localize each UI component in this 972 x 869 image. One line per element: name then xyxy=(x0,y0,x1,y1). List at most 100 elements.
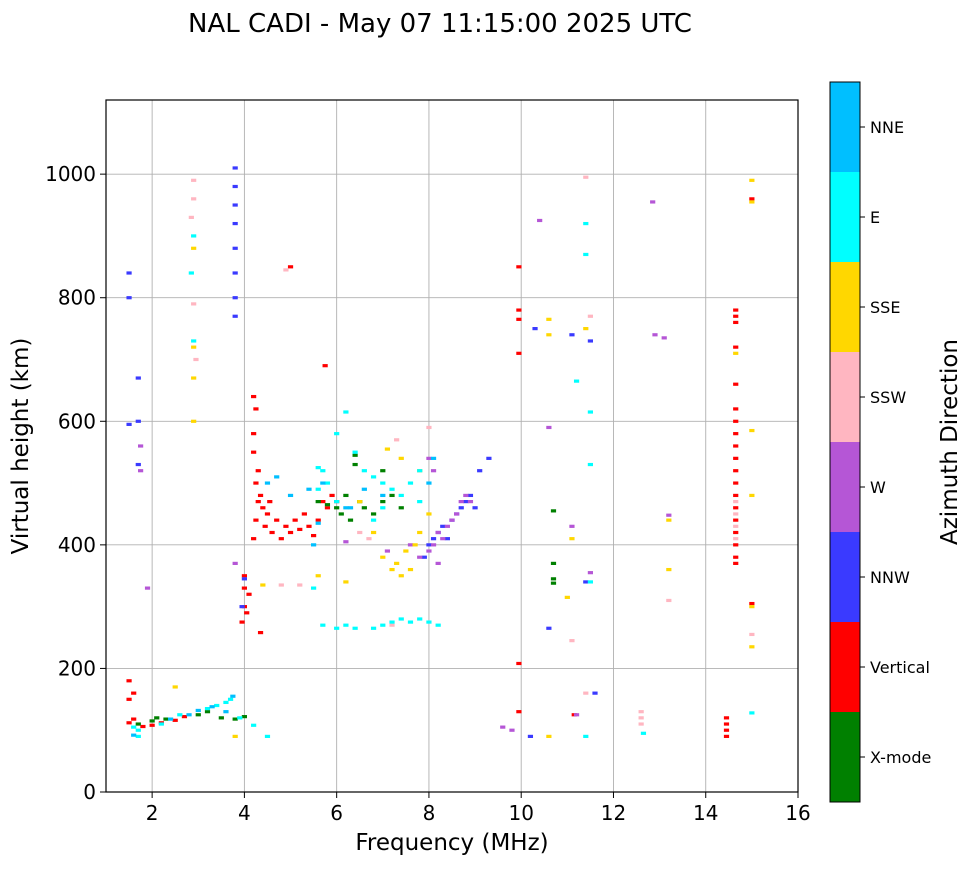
echo-point xyxy=(343,410,349,414)
echo-point xyxy=(733,456,739,460)
echo-point xyxy=(384,549,391,553)
echo-point xyxy=(343,540,349,544)
echo-point xyxy=(138,469,144,473)
echo-point xyxy=(749,493,755,498)
echo-point xyxy=(583,175,589,179)
echo-point xyxy=(267,500,273,504)
echo-point xyxy=(407,620,414,624)
echo-point xyxy=(458,506,464,510)
echo-point xyxy=(550,509,557,513)
echo-point xyxy=(587,410,593,414)
echo-point xyxy=(733,419,739,423)
echo-point xyxy=(407,481,414,485)
echo-point xyxy=(338,512,344,516)
echo-point xyxy=(232,246,238,250)
x-tick-label: 10 xyxy=(508,801,533,825)
echo-point xyxy=(204,710,211,714)
echo-point xyxy=(191,419,197,423)
echo-point xyxy=(370,530,377,535)
echo-point xyxy=(131,691,137,695)
colorbar-segment xyxy=(830,712,860,802)
echo-point xyxy=(257,630,264,635)
echo-point xyxy=(283,268,289,272)
echo-point xyxy=(163,717,169,721)
echo-point xyxy=(440,537,446,541)
colorbar-tick-label: NNW xyxy=(870,568,910,587)
echo-point xyxy=(191,302,197,306)
echo-point xyxy=(172,718,178,722)
echo-point xyxy=(193,357,199,362)
echo-point xyxy=(253,481,259,485)
echo-point xyxy=(467,493,474,498)
echo-point xyxy=(251,450,257,454)
echo-point xyxy=(733,407,739,411)
echo-point xyxy=(417,500,423,504)
echo-point xyxy=(380,623,386,627)
echo-point xyxy=(516,265,522,269)
echo-point xyxy=(546,333,552,337)
echo-point xyxy=(417,555,423,559)
colorbar-tick-label: E xyxy=(870,208,880,227)
echo-point xyxy=(334,432,340,436)
echo-point xyxy=(361,506,367,510)
echo-point xyxy=(352,462,358,467)
echo-point xyxy=(287,530,294,535)
echo-point xyxy=(370,626,377,630)
echo-point xyxy=(131,725,137,729)
echo-point xyxy=(380,469,386,473)
echo-point xyxy=(723,728,730,732)
echo-point xyxy=(232,314,238,318)
echo-point xyxy=(191,178,197,182)
colorbar-tick-label: X-mode xyxy=(870,748,931,767)
echo-point xyxy=(412,543,418,547)
echo-point xyxy=(278,537,284,541)
echo-point xyxy=(463,493,469,498)
echo-point xyxy=(239,605,245,609)
echo-point xyxy=(239,620,245,624)
echo-point xyxy=(232,734,238,738)
echo-point xyxy=(315,487,321,491)
echo-point xyxy=(733,320,739,325)
echo-point xyxy=(417,530,423,535)
echo-point xyxy=(135,419,141,423)
echo-point xyxy=(262,524,268,528)
echo-point xyxy=(324,481,331,485)
echo-point xyxy=(509,728,515,732)
echo-point xyxy=(733,524,739,528)
echo-point xyxy=(311,543,317,547)
echo-point xyxy=(287,265,294,269)
echo-point xyxy=(733,561,739,565)
echo-point xyxy=(389,493,395,498)
echo-point xyxy=(154,716,160,720)
echo-point xyxy=(733,469,739,473)
echo-point xyxy=(237,716,243,720)
echo-point xyxy=(550,577,557,581)
echo-point xyxy=(426,512,432,516)
echo-point xyxy=(550,561,557,565)
y-tick-label: 600 xyxy=(58,409,96,433)
echo-point xyxy=(251,537,257,541)
echo-point xyxy=(343,493,349,498)
chart-title: NAL CADI - May 07 11:15:00 2025 UTC xyxy=(188,9,692,39)
echo-point xyxy=(749,632,755,637)
echo-point xyxy=(723,734,730,738)
echo-point xyxy=(297,583,303,587)
echo-point xyxy=(264,734,271,738)
echo-point xyxy=(301,512,307,516)
echo-point xyxy=(324,503,331,507)
echo-point xyxy=(241,574,247,578)
x-tick-label: 14 xyxy=(693,801,718,825)
echo-point xyxy=(126,721,132,725)
echo-point xyxy=(430,456,437,460)
echo-point xyxy=(389,567,395,572)
echo-point xyxy=(131,733,137,737)
echo-point xyxy=(733,481,739,485)
x-axis-label: Frequency (MHz) xyxy=(355,830,548,856)
echo-point xyxy=(458,500,464,504)
echo-point xyxy=(264,481,271,485)
echo-point xyxy=(661,336,667,340)
echo-point xyxy=(320,500,326,504)
echo-point xyxy=(723,722,730,726)
echo-point xyxy=(126,422,132,426)
